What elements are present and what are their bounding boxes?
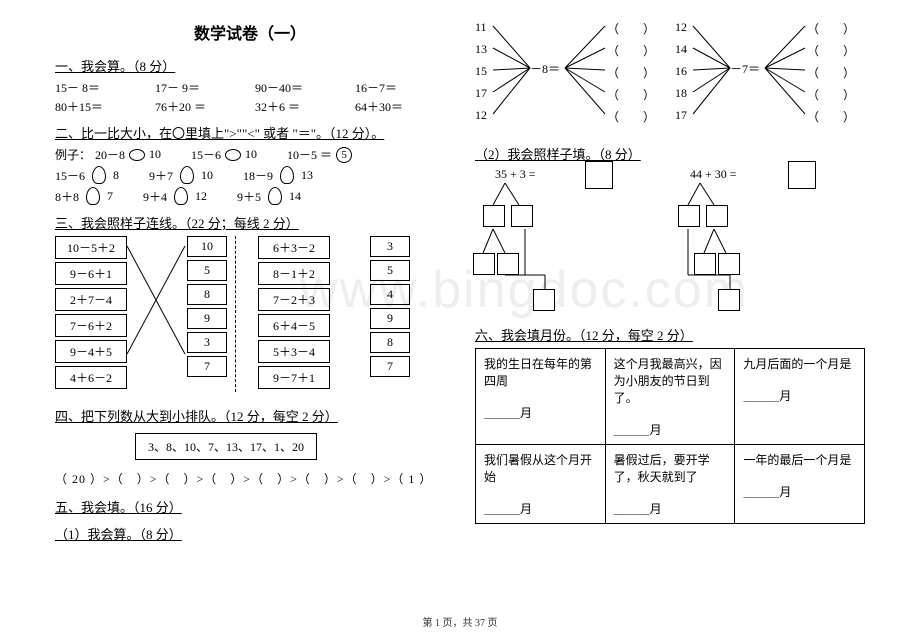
cmp-a: 20－8 (95, 146, 125, 163)
eq: 90－40＝ (255, 79, 325, 96)
tree-box (694, 253, 716, 275)
section5-head: 五、我会填。（16 分） (55, 497, 445, 516)
cmp-e: 10－5 ＝ (287, 146, 332, 163)
circled-answer: 5 (336, 147, 352, 163)
cmp: 9＋5 (237, 188, 261, 205)
number-list: 3、8、10、7、13、17、1、20 (135, 433, 317, 460)
section2-head: 二、比一比大小，在〇里填上">""<" 或者 "＝"。（12 分）。 (55, 123, 445, 142)
cmp: 8＋8 (55, 188, 79, 205)
eq: 80＋15＝ (55, 98, 125, 115)
cmp-c: 15－6 (191, 146, 221, 163)
tree-lines (475, 167, 655, 317)
sort-blanks: （ 20 ）>（ ）>（ ）>（ ）>（ ）>（ ）>（ ）>（ 1 ） (55, 470, 445, 487)
match-lines (55, 236, 475, 366)
fan-out: （ ） (607, 108, 655, 125)
matching-block: 10－5＋2 9－6＋1 2＋7－4 7－6＋2 9－4＋5 4＋6－2 10 … (55, 236, 445, 392)
right-column: 11 13 15 17 12 －8＝ （ ） (460, 20, 880, 607)
month-cell: 暑假过后，要开学了，秋天就到了＿＿＿月 (605, 445, 735, 524)
tree-box (473, 253, 495, 275)
compare-oval (129, 149, 145, 161)
section3-head: 三、我会照样子连线。（22 分；每线 2 分） (55, 213, 445, 232)
fan-out: （ ） (807, 20, 855, 37)
tree-box (533, 289, 555, 311)
tree-lines (670, 167, 850, 317)
compare-shape (180, 166, 194, 184)
fan-out: （ ） (607, 86, 655, 103)
eq: 32＋6 ＝ (255, 98, 325, 115)
compare-shape (174, 187, 188, 205)
example-label: 例子： (55, 146, 91, 163)
cmp: 8 (113, 168, 119, 183)
expr: 9－7＋1 (258, 366, 330, 389)
fan-out: （ ） (807, 42, 855, 59)
eq: 16－7＝ (355, 79, 425, 96)
tree-box (678, 205, 700, 227)
cmp: 15－6 (55, 167, 85, 184)
eq: 17－ 9＝ (155, 79, 225, 96)
tree-box (497, 253, 519, 275)
fan-op: －7＝ (730, 60, 760, 77)
fan-out: （ ） (807, 108, 855, 125)
cmp: 7 (107, 189, 113, 204)
compare-shape (268, 187, 282, 205)
tree-box (706, 205, 728, 227)
tree-box (718, 253, 740, 275)
fan-op: －8＝ (530, 60, 560, 77)
section5-sub1: （1）我会算。（8 分） (55, 524, 445, 543)
cmp: 13 (301, 168, 313, 183)
fan-out: （ ） (807, 64, 855, 81)
tree-box (483, 205, 505, 227)
month-cell: 一年的最后一个月是＿＿＿月 (735, 445, 865, 524)
cmp: 9＋7 (149, 167, 173, 184)
tree-diagram-1: 35 + 3 = (475, 167, 670, 317)
section1-head: 一、我会算。（8 分） (55, 56, 445, 75)
fan-out: （ ） (607, 20, 655, 37)
cmp-b: 10 (149, 147, 161, 162)
section4-head: 四、把下列数从大到小排队。（12 分，每空 2 分） (55, 406, 445, 425)
eq-row: 15－ 8＝ 17－ 9＝ 90－40＝ 16－7＝ (55, 79, 445, 96)
eq-row: 80＋15＝ 76＋20 ＝ 32＋6 ＝ 64＋30＝ (55, 98, 445, 115)
compare-shape (280, 166, 294, 184)
cmp-d: 10 (245, 147, 257, 162)
month-cell: 九月后面的一个月是＿＿＿月 (735, 349, 865, 445)
compare-shape (86, 187, 100, 205)
expr: 4＋6－2 (55, 366, 127, 389)
cmp: 18－9 (243, 167, 273, 184)
fan-out: （ ） (607, 64, 655, 81)
left-column: 数学试卷（一） 一、我会算。（8 分） 15－ 8＝ 17－ 9＝ 90－40＝… (40, 20, 460, 607)
eq: 76＋20 ＝ (155, 98, 225, 115)
fan-diagram-2: 12 14 16 18 17 －7＝ （ ） (675, 20, 865, 130)
fan-diagram-1: 11 13 15 17 12 －8＝ （ ） (475, 20, 665, 130)
fan-out: （ ） (807, 86, 855, 103)
cmp: 9＋4 (143, 188, 167, 205)
month-table: 我的生日在每年的第四周＿＿＿月 这个月我最高兴，因为小朋友的节日到了。＿＿＿月 … (475, 348, 865, 524)
eq: 15－ 8＝ (55, 79, 125, 96)
cmp: 12 (195, 189, 207, 204)
tree-diagram-2: 44 + 30 = (670, 167, 865, 317)
eq: 64＋30＝ (355, 98, 425, 115)
month-cell: 这个月我最高兴，因为小朋友的节日到了。＿＿＿月 (605, 349, 735, 445)
fan-out: （ ） (607, 42, 655, 59)
tree-box (718, 289, 740, 311)
month-cell: 我们暑假从这个月开始＿＿＿月 (476, 445, 606, 524)
page-title: 数学试卷（一） (55, 20, 445, 44)
compare-oval (225, 149, 241, 161)
tree-box (511, 205, 533, 227)
compare-shape (92, 166, 106, 184)
cmp: 14 (289, 189, 301, 204)
month-cell: 我的生日在每年的第四周＿＿＿月 (476, 349, 606, 445)
section6-head: 六、我会填月份。（12 分，每空 2 分） (475, 325, 865, 344)
cmp: 10 (201, 168, 213, 183)
